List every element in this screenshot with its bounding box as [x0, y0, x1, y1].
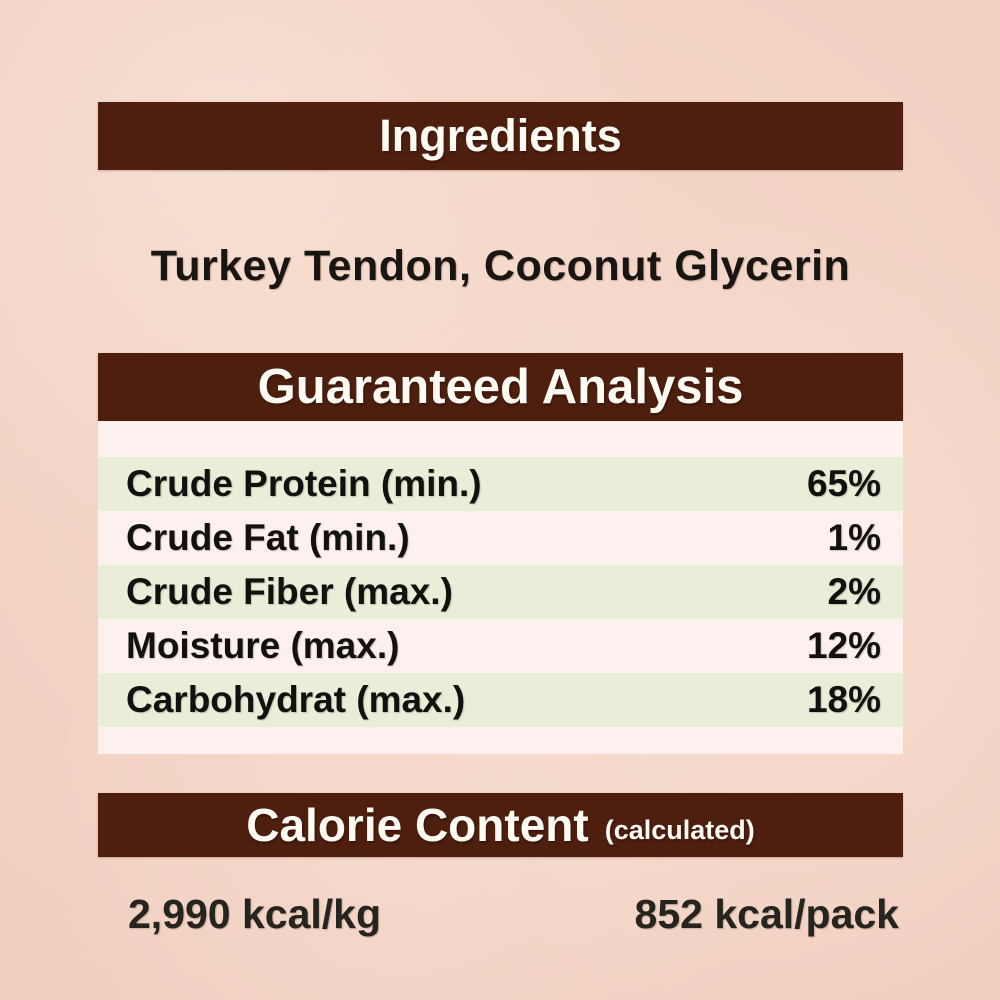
guaranteed-analysis-header-bar: Guaranteed Analysis: [98, 353, 903, 421]
row-label: Crude Protein (min.): [126, 463, 482, 504]
table-row: Crude Fiber (max.) 2%: [98, 565, 903, 619]
calorie-values-row: 2,990 kcal/kg 852 kcal/pack: [98, 891, 903, 938]
row-label: Carbohydrat (max.): [126, 679, 466, 720]
kcal-per-pack-value: 852 kcal/pack: [634, 891, 899, 937]
table-row: Crude Protein (min.) 65%: [98, 457, 903, 511]
calorie-content-subtitle: (calculated): [604, 814, 755, 845]
row-value: 18%: [806, 679, 881, 720]
row-value: 65%: [806, 463, 881, 504]
ingredients-list: Turkey Tendon, Coconut Glycerin: [150, 242, 851, 290]
row-label: Crude Fat (min.): [126, 517, 410, 558]
row-value: 12%: [806, 625, 881, 666]
guaranteed-analysis-table: Crude Protein (min.) 65% Crude Fat (min.…: [98, 421, 903, 754]
table-row: Carbohydrat (max.) 18%: [98, 673, 903, 727]
ingredients-title: Ingredients: [379, 110, 622, 161]
calorie-content-title: Calorie Content: [246, 799, 589, 851]
row-value: 2%: [827, 571, 881, 612]
table-row: Moisture (max.) 12%: [98, 619, 903, 673]
row-label: Crude Fiber (max.): [126, 571, 453, 612]
table-row: Crude Fat (min.) 1%: [98, 511, 903, 565]
guaranteed-analysis-title: Guaranteed Analysis: [257, 360, 744, 414]
ingredients-header-bar: Ingredients: [98, 102, 903, 170]
kcal-per-kg-value: 2,990 kcal/kg: [128, 891, 382, 937]
calorie-content-header-bar: Calorie Content (calculated): [98, 793, 903, 857]
row-value: 1%: [827, 517, 881, 558]
row-label: Moisture (max.): [126, 625, 400, 666]
